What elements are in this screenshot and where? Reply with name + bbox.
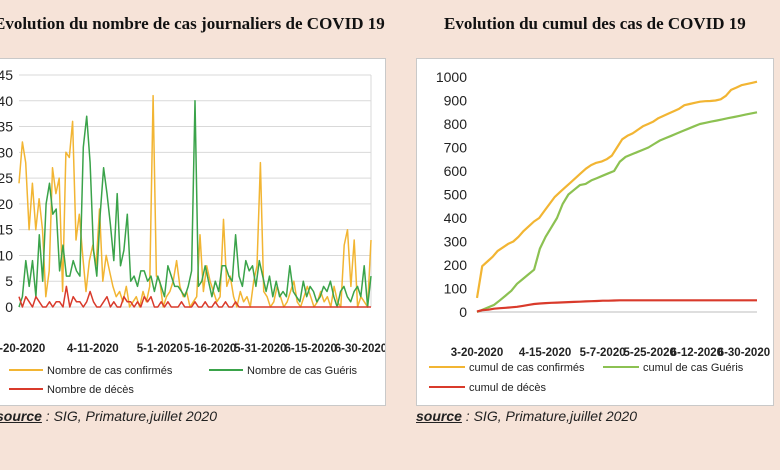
series-line bbox=[475, 80, 758, 299]
y-tick-label: 45 bbox=[0, 67, 13, 83]
legend-label: cumul de cas confirmés bbox=[469, 362, 585, 374]
x-tick-label: 5-31-2020 bbox=[234, 343, 286, 355]
y-tick-label: 100 bbox=[444, 281, 468, 297]
source-label: source bbox=[0, 408, 42, 424]
series-line bbox=[18, 100, 372, 308]
x-tick-label: 6-30-2020 bbox=[335, 343, 385, 355]
y-tick-label: 500 bbox=[444, 187, 468, 203]
y-tick-label: 10 bbox=[0, 247, 13, 263]
series-line bbox=[476, 299, 757, 313]
y-tick-label: 600 bbox=[444, 163, 468, 179]
x-tick-label: 5-16-2020 bbox=[184, 343, 236, 355]
y-tick-label: 20 bbox=[0, 196, 13, 212]
cumulative-cases-chart-area: 0 100 200 300 400 500 600 700 800 900 1000 3-20-202… bbox=[416, 58, 774, 406]
cumulative-cases-chart: 0 100 200 300 400 500 600 700 800 900 1000 3-20-202… bbox=[429, 69, 770, 394]
right-chart-title: Evolution du cumul des cas de COVID 19 bbox=[444, 14, 746, 33]
y-tick-label: 700 bbox=[444, 140, 468, 156]
daily-cases-chart: 0 5 10 15 20 25 30 35 40 45 3-20-2020 4-11-2020 5-1-… bbox=[0, 67, 387, 396]
right-source-note: source : SIG, Primature,juillet 2020 bbox=[416, 408, 637, 424]
series-line bbox=[18, 285, 371, 308]
x-tick-label: 4-11-2020 bbox=[67, 343, 119, 355]
legend-label: Nombre de cas confirmés bbox=[47, 365, 173, 377]
y-tick-label: 300 bbox=[444, 234, 468, 250]
x-tick-label: 5-25-2020 bbox=[623, 347, 675, 359]
x-tick-label: 6-15-2020 bbox=[284, 343, 336, 355]
legend-label: cumul de cas Guéris bbox=[643, 362, 744, 374]
source-label: source bbox=[416, 408, 462, 424]
y-tick-label: 0 bbox=[5, 299, 13, 315]
y-tick-label: 200 bbox=[444, 257, 468, 273]
legend-label: cumul de décès bbox=[469, 382, 547, 394]
x-tick-label: 5-1-2020 bbox=[137, 343, 183, 355]
x-tick-label: 5-7-2020 bbox=[580, 347, 626, 359]
y-tick-label: 15 bbox=[0, 222, 13, 238]
x-tick-label: 3-20-2020 bbox=[0, 343, 45, 355]
y-tick-label: 400 bbox=[444, 210, 468, 226]
y-tick-label: 800 bbox=[444, 116, 468, 132]
y-tick-label: 900 bbox=[444, 93, 468, 109]
x-tick-label: 3-20-2020 bbox=[451, 347, 503, 359]
x-tick-label: 4-15-2020 bbox=[519, 347, 571, 359]
y-tick-label: 25 bbox=[0, 170, 13, 186]
y-tick-label: 5 bbox=[5, 273, 13, 289]
legend-label: Nombre de cas Guéris bbox=[247, 365, 358, 377]
series-line bbox=[476, 111, 758, 314]
source-text: : SIG, Primature,juillet 2020 bbox=[41, 408, 217, 424]
left-source-note: source : SIG, Primature,juillet 2020 bbox=[0, 408, 217, 424]
legend-label: Nombre de décès bbox=[47, 384, 134, 396]
y-tick-label: 40 bbox=[0, 93, 13, 109]
source-text: : SIG, Primature,juillet 2020 bbox=[461, 408, 637, 424]
x-tick-label: 6-12-2020 bbox=[671, 347, 723, 359]
y-tick-label: 35 bbox=[0, 119, 13, 135]
left-chart-title: Evolution du nombre de cas journaliers d… bbox=[0, 14, 385, 33]
y-tick-label: 30 bbox=[0, 144, 13, 160]
x-tick-label: 6-30-2020 bbox=[718, 347, 770, 359]
series-line bbox=[18, 94, 372, 308]
y-tick-label: 1000 bbox=[436, 69, 467, 85]
y-tick-label: 0 bbox=[459, 304, 467, 320]
daily-cases-chart-area: 0 5 10 15 20 25 30 35 40 45 3-20-2020 4-11-2020 5-1-… bbox=[0, 58, 387, 406]
